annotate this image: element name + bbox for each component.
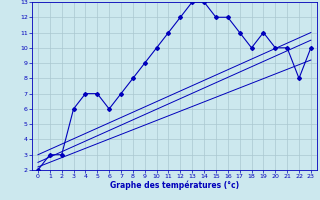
X-axis label: Graphe des températures (°c): Graphe des températures (°c) bbox=[110, 181, 239, 190]
